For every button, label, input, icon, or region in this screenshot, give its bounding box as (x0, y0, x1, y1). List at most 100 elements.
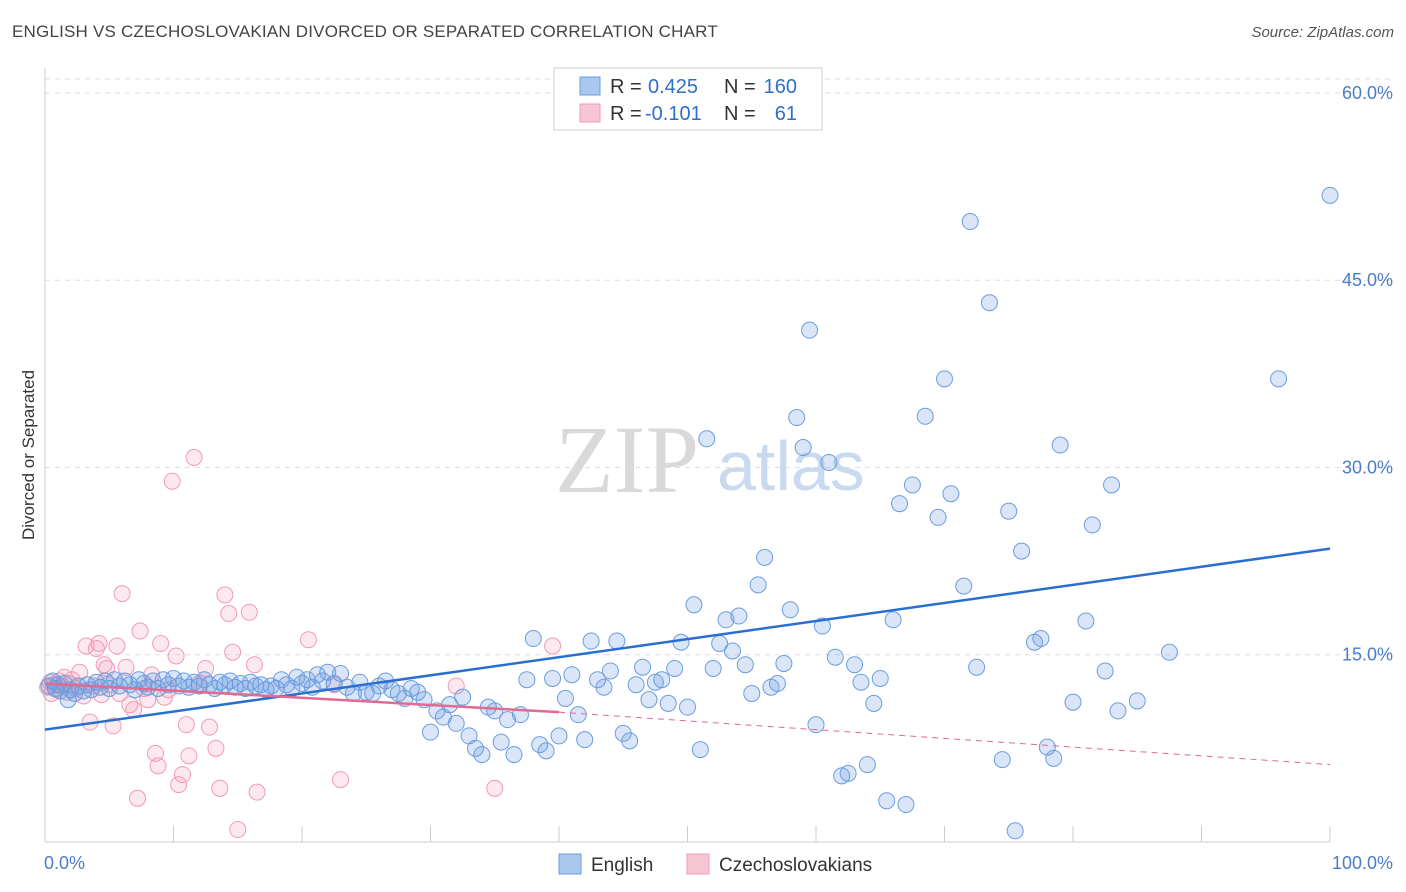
english-point (1077, 612, 1095, 630)
english-point (865, 694, 883, 712)
english-point (1270, 370, 1288, 388)
english-point (640, 691, 658, 709)
english-point (756, 548, 774, 566)
czech-trendline (44, 682, 560, 714)
english-point (929, 508, 947, 526)
english-point (736, 656, 754, 674)
english-point (59, 691, 77, 709)
english-point (447, 714, 465, 732)
czech-point (149, 757, 167, 775)
english-point (666, 659, 684, 677)
y-tick-label: 30.0% (1342, 457, 1393, 477)
english-point (897, 796, 915, 814)
english-point (955, 577, 973, 595)
english-point (1128, 692, 1146, 710)
english-point (723, 642, 741, 660)
legend: R = 0.425 N = 160 R = -0.101 N = 61 (553, 67, 823, 131)
y-axis-label: Divorced or Separated (19, 370, 38, 540)
czech-point (207, 739, 225, 757)
czech-point (248, 783, 266, 801)
x-tick-label-min: 0.0% (44, 853, 85, 873)
english-point (794, 439, 812, 457)
bottom-legend: English Czechoslovakians (558, 853, 872, 876)
czech-point (90, 635, 108, 653)
czech-point (486, 779, 504, 797)
y-tick-label: 45.0% (1342, 270, 1393, 290)
english-point (936, 370, 953, 388)
watermark-atlas: atlas (717, 427, 865, 505)
english-point (569, 706, 587, 724)
czech-point (152, 635, 170, 653)
english-point (1321, 186, 1339, 204)
english-point (518, 671, 536, 689)
czech-point (240, 603, 258, 621)
english-point (1103, 476, 1121, 494)
bottom-legend-swatch-english (558, 853, 582, 875)
bottom-legend-english: English (591, 855, 653, 876)
english-point (492, 733, 510, 751)
english-point (743, 684, 761, 702)
legend-r-label: R = (610, 76, 642, 98)
english-point (1064, 693, 1082, 711)
legend-r-value: 0.425 (648, 76, 698, 98)
czech-point (200, 718, 218, 736)
english-point (556, 689, 574, 707)
czech-point (211, 779, 229, 797)
watermark-zip: ZIP (555, 406, 699, 513)
czech-point (180, 747, 198, 765)
english-point (903, 476, 921, 494)
trendlines (44, 547, 1331, 766)
bottom-legend-swatch-czech (686, 853, 710, 875)
english-point (846, 656, 864, 674)
czech-point (220, 605, 238, 623)
legend-n-value: 61 (775, 103, 797, 125)
legend-swatch-czech (579, 103, 601, 123)
x-tick-label-max: 100.0% (1332, 853, 1393, 873)
czech-point (173, 766, 191, 784)
english-point (1006, 822, 1024, 840)
czech-trendline-extrapolated (558, 711, 1331, 766)
english-point (627, 676, 645, 694)
czech-point (131, 622, 149, 640)
english-point (807, 716, 825, 734)
english-point (826, 648, 844, 666)
czech-point (117, 658, 135, 676)
czech-point (129, 789, 147, 807)
chart-title: ENGLISH VS CZECHOSLOVAKIAN DIVORCED OR S… (12, 22, 718, 41)
english-point (653, 671, 671, 689)
czech-point (224, 643, 242, 661)
english-point (531, 736, 549, 754)
english-point (884, 611, 902, 629)
english-point (858, 756, 876, 774)
y-tick-label: 15.0% (1342, 645, 1393, 665)
english-point (968, 658, 986, 676)
czech-point (163, 472, 181, 490)
czech-point (299, 631, 317, 649)
english-point (1109, 702, 1127, 720)
czech-point (245, 656, 263, 674)
english-point (466, 739, 484, 757)
english-point (422, 723, 439, 741)
english-point (524, 630, 542, 648)
english-points (40, 186, 1339, 840)
english-point (717, 611, 735, 629)
english-point (891, 495, 909, 513)
english-point (961, 213, 979, 231)
english-point (852, 673, 870, 691)
czech-point (170, 776, 188, 794)
english-point (563, 666, 581, 684)
english-point (820, 453, 838, 471)
english-point (781, 601, 799, 619)
czech-point (229, 821, 247, 839)
english-point (576, 731, 594, 749)
czech-point (104, 717, 122, 735)
czech-point (177, 716, 195, 734)
english-point (1032, 630, 1050, 648)
english-point (1096, 662, 1114, 680)
czech-point (113, 585, 131, 603)
english-point (486, 702, 504, 720)
english-point (704, 659, 722, 677)
english-point (582, 632, 600, 650)
english-point (980, 294, 998, 312)
